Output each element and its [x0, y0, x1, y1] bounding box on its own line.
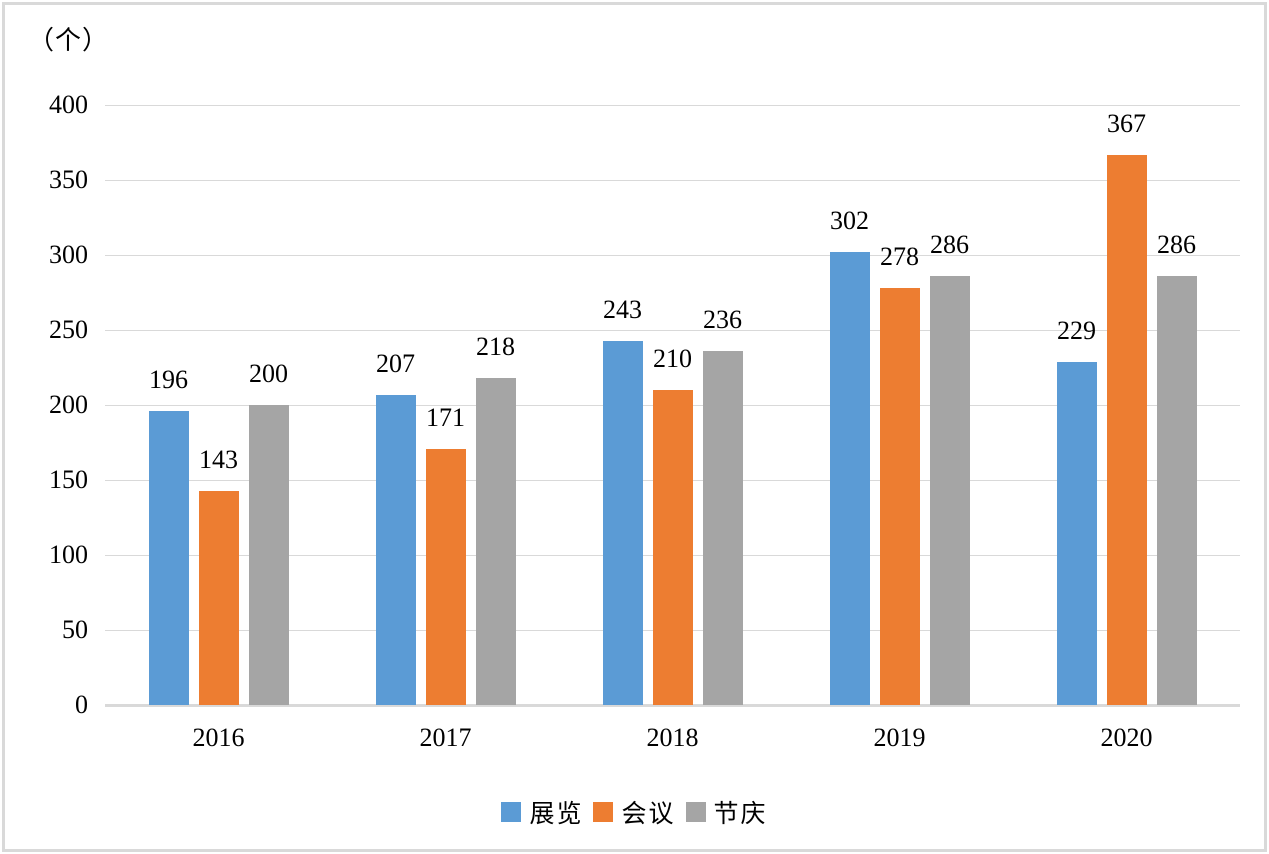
bar-group-2017: 207 171 218 [375, 105, 516, 705]
x-axis-tick-label: 2018 [646, 723, 699, 752]
y-axis-tick-label: 400 [49, 90, 88, 119]
x-axis-tick-label: 2016 [192, 723, 245, 752]
bar-group-2019: 302 278 286 [829, 105, 970, 705]
y-axis-tick-label: 350 [49, 165, 88, 194]
legend-label: 会议 [621, 801, 676, 828]
legend-label: 节庆 [713, 801, 768, 828]
x-axis-tick-label: 2017 [419, 723, 472, 752]
legend-item: 展览 [501, 794, 583, 830]
x-axis-tick-label: 2019 [873, 723, 926, 752]
bar [248, 405, 289, 705]
y-axis-tick-label: 150 [49, 465, 88, 494]
legend-item: 节庆 [685, 794, 768, 830]
bar [198, 490, 239, 705]
bar-value-label: 367 [1107, 108, 1146, 138]
gridline [105, 255, 1240, 256]
bar-value-label: 207 [376, 348, 415, 378]
bar-group-2016: 196 143 200 [148, 105, 289, 705]
gridline [105, 180, 1240, 181]
bar-group-2020: 229 367 286 [1056, 105, 1197, 705]
y-axis-tick-label: 100 [49, 540, 88, 569]
bar-value-label: 218 [476, 332, 515, 361]
x-axis-line [105, 704, 1240, 707]
bar [702, 351, 743, 705]
legend-swatch-icon [593, 802, 614, 822]
bar [375, 394, 416, 705]
bar [425, 448, 466, 705]
y-axis-tick-label: 250 [49, 315, 88, 344]
bar-value-label: 210 [653, 344, 692, 373]
bar-value-label: 171 [426, 402, 465, 432]
legend-label: 展览 [529, 801, 584, 828]
y-axis-tick-label: 50 [62, 615, 88, 644]
bar-value-label: 143 [199, 444, 238, 474]
bar [1156, 276, 1197, 705]
plot-area: 196 143 200 207 171 218 243 210 236 302 278 286 229 3… [105, 105, 1240, 707]
gridline [105, 105, 1240, 106]
legend-item: 会议 [593, 794, 675, 830]
bar-value-label: 286 [1157, 230, 1196, 259]
bar [879, 288, 920, 705]
y-axis-tick-label: 300 [49, 240, 88, 269]
y-axis-tick-label: 0 [75, 690, 88, 719]
legend-swatch-icon [685, 802, 706, 822]
bar-value-label: 196 [149, 365, 188, 394]
bar-value-label: 302 [830, 206, 869, 235]
y-axis-tick-label: 200 [49, 390, 88, 419]
bar [602, 340, 643, 705]
bar [829, 252, 870, 705]
gridline [105, 330, 1240, 331]
legend-swatch-icon [501, 802, 522, 822]
y-axis-unit-label: （个） [28, 26, 110, 55]
bar [652, 390, 693, 705]
bar [148, 411, 189, 705]
bar [475, 378, 516, 705]
bar [929, 276, 970, 705]
x-axis-tick-label: 2020 [1100, 723, 1153, 752]
bar-value-label: 236 [703, 305, 742, 334]
bar [1056, 361, 1097, 705]
bar [1106, 154, 1147, 705]
bar-value-label: 278 [880, 242, 919, 271]
bar-value-label: 200 [249, 359, 288, 388]
bar-value-label: 229 [1057, 315, 1096, 345]
bar-value-label: 243 [603, 294, 642, 324]
bar-group-2018: 243 210 236 [602, 105, 743, 705]
legend: 展览 会议 节庆 [0, 794, 1269, 830]
bar-value-label: 286 [930, 230, 969, 259]
